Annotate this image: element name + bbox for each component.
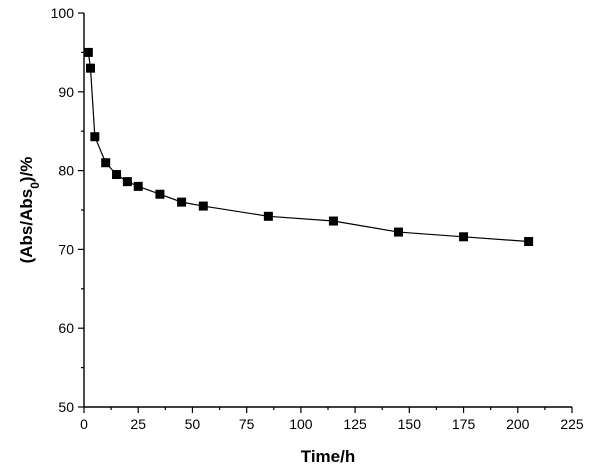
- data-point: [524, 237, 534, 247]
- data-point: [112, 170, 122, 180]
- x-tick-label: 100: [289, 416, 313, 432]
- plot-area: [83, 47, 534, 247]
- x-tick-label: 50: [185, 416, 201, 432]
- x-tick-label: 225: [560, 416, 584, 432]
- data-point: [122, 177, 132, 187]
- data-point: [101, 158, 111, 168]
- series-line: [87, 52, 529, 243]
- y-tick-label: 80: [58, 163, 74, 179]
- data-point: [177, 197, 187, 207]
- y-tick-label: 50: [58, 399, 74, 415]
- y-axis-title-prefix: (Abs/Abs: [17, 189, 36, 264]
- y-ticks: 50 60 70 80 90 100: [51, 5, 84, 415]
- x-tick-label: 200: [506, 416, 530, 432]
- x-axis-title: Time/h: [301, 447, 355, 466]
- x-tick-label: 25: [130, 416, 146, 432]
- markers: [83, 47, 534, 247]
- x-tick-label: 175: [452, 416, 476, 432]
- x-tick-label: 75: [239, 416, 255, 432]
- y-tick-label: 100: [51, 5, 75, 21]
- y-tick-label: 70: [58, 241, 74, 257]
- data-point: [155, 189, 165, 199]
- data-point: [83, 47, 93, 57]
- data-point: [263, 211, 273, 221]
- data-point: [90, 132, 100, 142]
- x-tick-label: 0: [80, 416, 88, 432]
- data-point: [86, 63, 96, 73]
- data-point: [459, 232, 469, 242]
- y-axis-title: (Abs/Abs0)/%: [17, 157, 42, 264]
- y-tick-label: 90: [58, 84, 74, 100]
- x-tick-label: 150: [398, 416, 422, 432]
- x-ticks: 0 25 50 75 100 125 150 175 200 225: [80, 407, 584, 432]
- data-point: [393, 227, 403, 237]
- y-axis-title-suffix: )/%: [17, 157, 36, 183]
- data-point: [328, 216, 338, 226]
- data-point: [133, 181, 143, 191]
- data-point: [198, 201, 208, 211]
- y-axis-title-subscript: 0: [28, 182, 42, 189]
- x-tick-label: 125: [343, 416, 367, 432]
- axes: 0 25 50 75 100 125 150 175 200 225 50 60 70 80 90 100: [51, 5, 584, 432]
- y-tick-label: 60: [58, 320, 74, 336]
